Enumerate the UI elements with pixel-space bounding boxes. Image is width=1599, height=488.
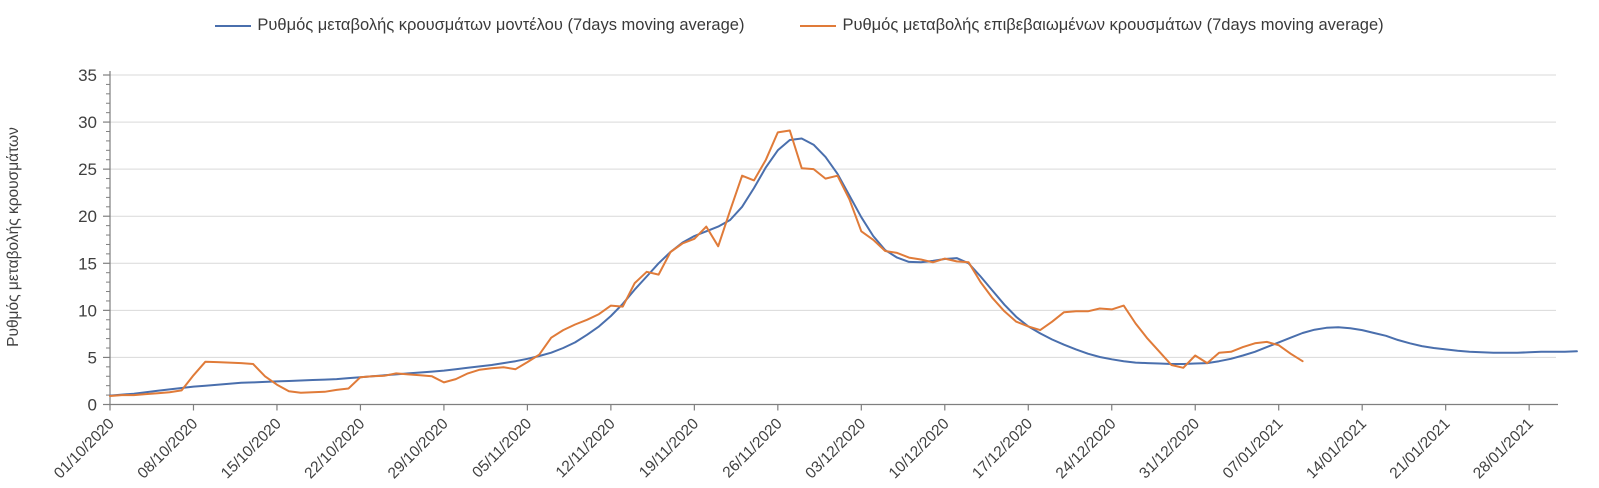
chart-legend: Ρυθμός μεταβολής κρουσμάτων μοντέλου (7d… — [0, 16, 1599, 35]
x-tick-label: 26/11/2020 — [720, 415, 786, 481]
x-tick-label: 24/12/2020 — [1053, 415, 1120, 482]
x-tick-label: 14/01/2021 — [1303, 415, 1370, 482]
x-tick-label: 05/11/2020 — [469, 415, 535, 481]
legend-item-model: Ρυθμός μεταβολής κρουσμάτων μοντέλου (7d… — [215, 16, 744, 35]
x-tick-label: 31/12/2020 — [1136, 415, 1203, 482]
x-tick-label: 15/10/2020 — [218, 415, 285, 482]
legend-line-confirmed — [800, 24, 837, 27]
confirmed-series-line — [109, 129, 1304, 397]
legend-line-model — [215, 24, 252, 27]
x-tick-label: 01/10/2020 — [51, 415, 118, 482]
x-tick-label: 08/10/2020 — [134, 415, 201, 482]
x-tick-label: 12/11/2020 — [553, 415, 619, 481]
legend-label-confirmed: Ρυθμός μεταβολής επιβεβαιωμένων κρουσμάτ… — [842, 16, 1384, 34]
legend-label-model: Ρυθμός μεταβολής κρουσμάτων μοντέλου (7d… — [257, 16, 745, 34]
x-tick-label: 10/12/2020 — [886, 415, 953, 482]
x-tick-label: 03/12/2020 — [802, 415, 869, 482]
legend-item-confirmed: Ρυθμός μεταβολής επιβεβαιωμένων κρουσμάτ… — [800, 16, 1384, 35]
y-tick-label: 20 — [78, 207, 97, 226]
x-tick-label: 21/01/2021 — [1387, 415, 1454, 482]
y-tick-label: 5 — [88, 348, 97, 367]
x-tick-label: 17/12/2020 — [969, 415, 1036, 482]
y-tick-label: 0 — [88, 396, 97, 415]
x-tick-label: 29/10/2020 — [385, 415, 452, 482]
y-tick-label: 25 — [78, 160, 97, 179]
x-tick-label: 19/11/2020 — [636, 415, 702, 481]
x-tick-label: 07/01/2021 — [1220, 415, 1287, 482]
y-tick-label: 15 — [78, 254, 97, 273]
y-axis-title: Ρυθμός μεταβολής κρουσμάτων — [5, 127, 22, 347]
y-tick-label: 10 — [78, 301, 97, 320]
x-tick-label: 28/01/2021 — [1470, 415, 1537, 482]
y-tick-label: 35 — [78, 66, 97, 85]
y-tick-label: 30 — [78, 113, 97, 132]
x-tick-label: 22/10/2020 — [301, 415, 368, 482]
model-series-line — [109, 137, 1578, 397]
